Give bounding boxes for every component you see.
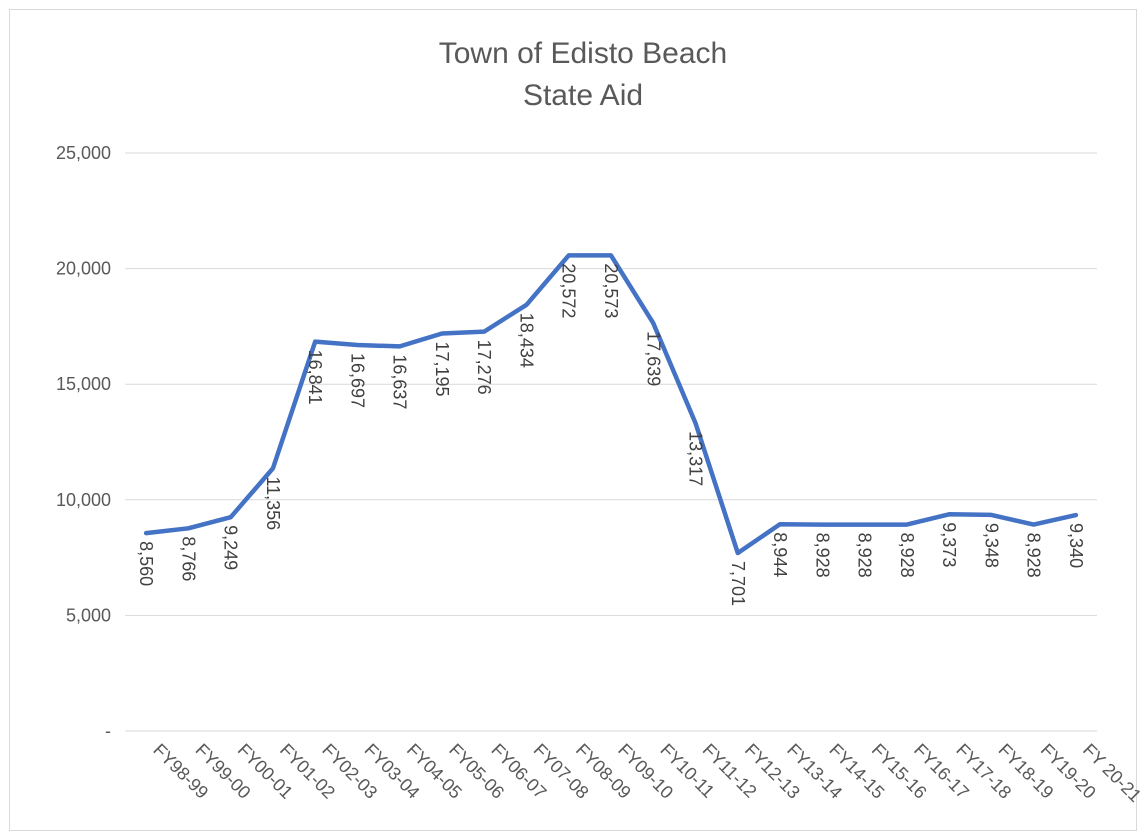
gridlines xyxy=(125,152,1097,732)
data-label: 17,639 xyxy=(643,331,663,386)
data-label: 16,697 xyxy=(347,353,367,408)
data-label: 17,276 xyxy=(474,340,494,395)
data-label: 9,373 xyxy=(939,522,959,567)
y-tick-label: 25,000 xyxy=(56,143,111,163)
y-tick-label: 15,000 xyxy=(56,374,111,394)
data-label: 8,944 xyxy=(770,532,790,577)
y-axis-ticks: - 5,000 10,000 15,000 20,000 25,000 xyxy=(56,143,111,741)
chart-frame xyxy=(9,9,1137,831)
data-label: 13,317 xyxy=(686,431,706,486)
data-label: 8,928 xyxy=(897,533,917,578)
data-label: 20,572 xyxy=(559,263,579,318)
data-label: 7,701 xyxy=(728,561,748,606)
y-tick-label: 5,000 xyxy=(66,605,111,625)
y-tick-label: 20,000 xyxy=(56,259,111,279)
data-label: 8,928 xyxy=(855,533,875,578)
data-label: 9,348 xyxy=(981,523,1001,568)
series-layer xyxy=(143,253,1079,556)
data-label: 16,841 xyxy=(305,350,325,405)
y-tick-label: - xyxy=(105,721,111,741)
data-label: 8,766 xyxy=(178,536,198,581)
data-label: 8,928 xyxy=(1024,533,1044,578)
data-label: 20,573 xyxy=(601,263,621,318)
series-line xyxy=(143,253,1079,556)
data-label: 16,637 xyxy=(390,354,410,409)
data-label: 18,434 xyxy=(516,313,536,368)
y-tick-label: 10,000 xyxy=(56,490,111,510)
data-label: 9,340 xyxy=(1066,523,1086,568)
x-axis-ticks: FY98-99FY99-00FY00-01FY01-02FY02-03FY03-… xyxy=(149,740,1145,806)
chart-title: Town of Edisto Beach xyxy=(439,37,728,70)
chart-subtitle: State Aid xyxy=(523,79,643,112)
data-label: 11,356 xyxy=(263,476,283,530)
data-label: 9,249 xyxy=(221,525,241,570)
data-labels: 8,560 8,766 9,249 11,356 16,841 16,697 16,637 1… xyxy=(136,263,1086,606)
data-label: 8,928 xyxy=(812,533,832,578)
data-label: 8,560 xyxy=(136,541,156,586)
data-label: 17,195 xyxy=(432,341,452,396)
